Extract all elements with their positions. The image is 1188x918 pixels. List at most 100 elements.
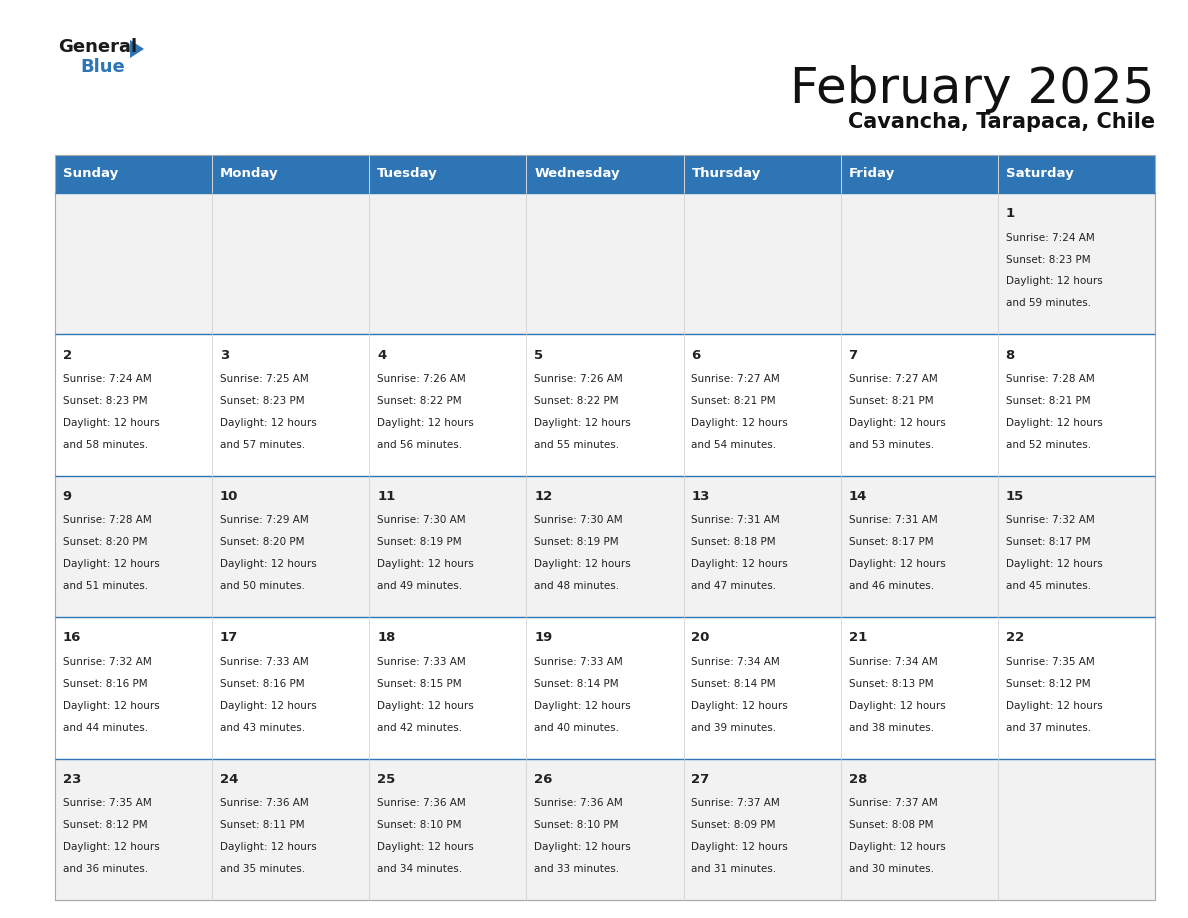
Text: Daylight: 12 hours: Daylight: 12 hours [63,842,159,852]
Text: Sunset: 8:08 PM: Sunset: 8:08 PM [848,820,933,830]
Text: 24: 24 [220,773,239,786]
Text: Sunrise: 7:27 AM: Sunrise: 7:27 AM [691,374,781,384]
Text: Wednesday: Wednesday [535,167,620,181]
Text: Sunrise: 7:36 AM: Sunrise: 7:36 AM [535,798,623,808]
Text: 19: 19 [535,632,552,644]
Text: Daylight: 12 hours: Daylight: 12 hours [535,700,631,711]
Bar [683,617,841,758]
Text: Daylight: 12 hours: Daylight: 12 hours [848,842,946,852]
Text: Sunrise: 7:32 AM: Sunrise: 7:32 AM [1006,515,1094,525]
Bar [369,155,526,193]
Text: 21: 21 [848,632,867,644]
Bar [369,334,526,476]
Text: Sunrise: 7:27 AM: Sunrise: 7:27 AM [848,374,937,384]
Text: Sunrise: 7:30 AM: Sunrise: 7:30 AM [535,515,623,525]
Text: 23: 23 [63,773,81,786]
Text: Daylight: 12 hours: Daylight: 12 hours [220,700,317,711]
Text: Daylight: 12 hours: Daylight: 12 hours [535,418,631,428]
Text: Daylight: 12 hours: Daylight: 12 hours [691,700,788,711]
Text: and 39 minutes.: and 39 minutes. [691,722,777,733]
Text: Daylight: 12 hours: Daylight: 12 hours [848,418,946,428]
Text: Daylight: 12 hours: Daylight: 12 hours [377,418,474,428]
Bar [526,193,683,334]
Text: Sunset: 8:21 PM: Sunset: 8:21 PM [1006,396,1091,406]
Text: 2: 2 [63,349,72,362]
Text: Sunrise: 7:29 AM: Sunrise: 7:29 AM [220,515,309,525]
Text: Sunrise: 7:33 AM: Sunrise: 7:33 AM [377,656,466,666]
Text: and 40 minutes.: and 40 minutes. [535,722,619,733]
Text: Daylight: 12 hours: Daylight: 12 hours [220,559,317,569]
Text: Daylight: 12 hours: Daylight: 12 hours [1006,276,1102,286]
Text: and 53 minutes.: and 53 minutes. [848,440,934,450]
Text: 25: 25 [377,773,396,786]
Text: Sunset: 8:21 PM: Sunset: 8:21 PM [848,396,934,406]
Text: Sunset: 8:15 PM: Sunset: 8:15 PM [377,678,462,688]
Text: 4: 4 [377,349,386,362]
Text: Sunset: 8:14 PM: Sunset: 8:14 PM [535,678,619,688]
Bar [526,476,683,617]
Text: Daylight: 12 hours: Daylight: 12 hours [377,700,474,711]
Text: Sunset: 8:23 PM: Sunset: 8:23 PM [63,396,147,406]
Text: Sunrise: 7:33 AM: Sunrise: 7:33 AM [535,656,623,666]
Polygon shape [129,40,144,58]
Bar [526,758,683,900]
Text: Sunset: 8:10 PM: Sunset: 8:10 PM [377,820,462,830]
Text: February 2025: February 2025 [790,65,1155,113]
Bar [55,155,213,193]
Bar [55,758,213,900]
Text: Sunset: 8:23 PM: Sunset: 8:23 PM [220,396,304,406]
Text: Sunrise: 7:24 AM: Sunrise: 7:24 AM [63,374,152,384]
Bar [213,617,369,758]
Text: Friday: Friday [848,167,895,181]
Bar [683,476,841,617]
Bar [998,155,1155,193]
Text: 1: 1 [1006,207,1015,220]
Text: 6: 6 [691,349,701,362]
Text: 13: 13 [691,490,709,503]
Text: 8: 8 [1006,349,1015,362]
Text: Sunrise: 7:26 AM: Sunrise: 7:26 AM [377,374,466,384]
Text: and 36 minutes.: and 36 minutes. [63,864,148,874]
Text: 5: 5 [535,349,543,362]
Bar [213,334,369,476]
Text: Sunset: 8:09 PM: Sunset: 8:09 PM [691,820,776,830]
Text: and 42 minutes.: and 42 minutes. [377,722,462,733]
Text: Sunrise: 7:32 AM: Sunrise: 7:32 AM [63,656,152,666]
Text: and 43 minutes.: and 43 minutes. [220,722,305,733]
Bar [526,334,683,476]
Text: 17: 17 [220,632,239,644]
Text: Sunset: 8:20 PM: Sunset: 8:20 PM [63,537,147,547]
Text: and 31 minutes.: and 31 minutes. [691,864,777,874]
Text: and 46 minutes.: and 46 minutes. [848,581,934,591]
Text: 14: 14 [848,490,867,503]
Text: and 38 minutes.: and 38 minutes. [848,722,934,733]
Text: Sunset: 8:23 PM: Sunset: 8:23 PM [1006,254,1091,264]
Text: Sunrise: 7:37 AM: Sunrise: 7:37 AM [848,798,937,808]
Text: and 58 minutes.: and 58 minutes. [63,440,148,450]
Text: Sunset: 8:11 PM: Sunset: 8:11 PM [220,820,304,830]
Bar [55,334,213,476]
Bar [213,155,369,193]
Text: and 51 minutes.: and 51 minutes. [63,581,148,591]
Text: Sunrise: 7:30 AM: Sunrise: 7:30 AM [377,515,466,525]
Bar [683,758,841,900]
Text: Sunrise: 7:31 AM: Sunrise: 7:31 AM [691,515,781,525]
Bar [55,476,213,617]
Bar [841,758,998,900]
Text: 27: 27 [691,773,709,786]
Bar [683,193,841,334]
Bar [526,155,683,193]
Text: 3: 3 [220,349,229,362]
Text: 16: 16 [63,632,81,644]
Bar [526,617,683,758]
Text: 10: 10 [220,490,239,503]
Text: Sunset: 8:14 PM: Sunset: 8:14 PM [691,678,776,688]
Text: 9: 9 [63,490,72,503]
Text: Daylight: 12 hours: Daylight: 12 hours [1006,559,1102,569]
Text: Daylight: 12 hours: Daylight: 12 hours [535,559,631,569]
Bar [213,193,369,334]
Bar [369,476,526,617]
Text: Tuesday: Tuesday [377,167,438,181]
Bar [998,617,1155,758]
Text: and 59 minutes.: and 59 minutes. [1006,298,1091,308]
